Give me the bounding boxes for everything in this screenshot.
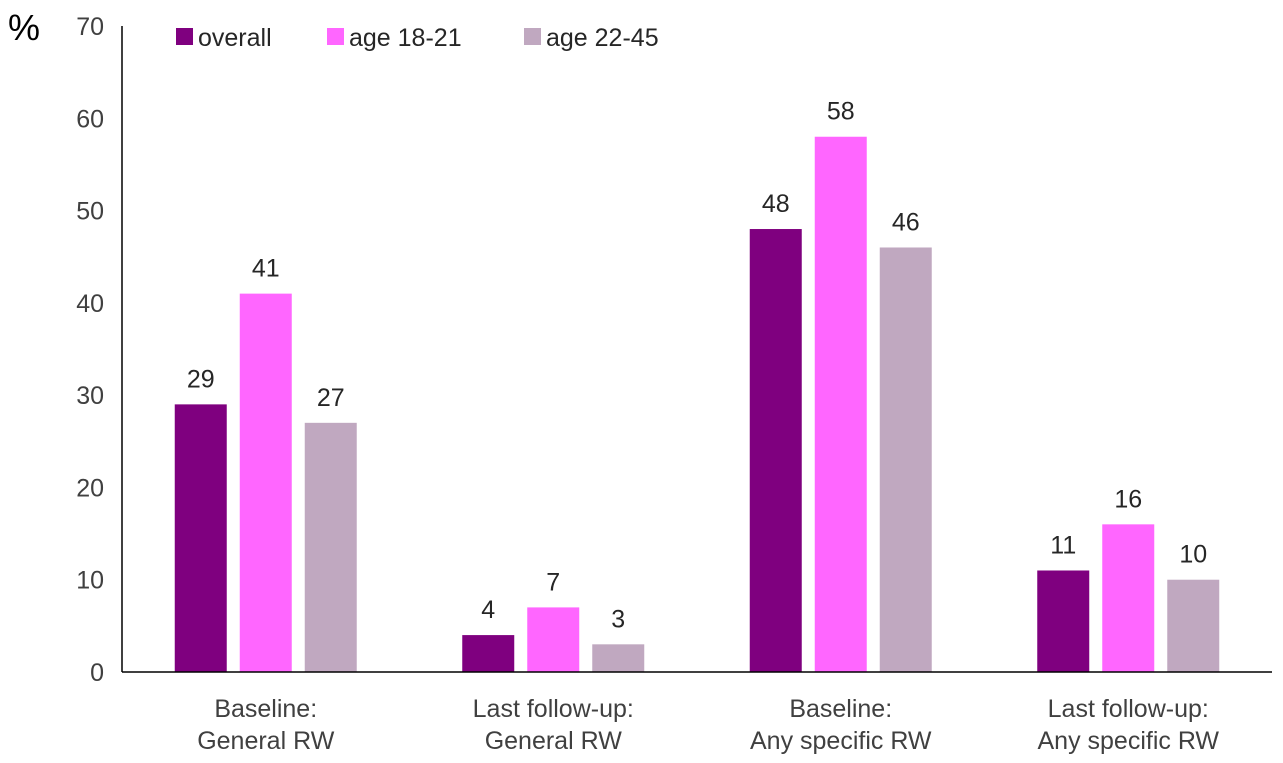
y-tick-label: 50 [76,198,104,226]
bar-age-18-21-0 [239,293,292,672]
legend-swatch [327,28,344,45]
legend-swatch [524,28,541,45]
bar-overall-2 [749,229,802,672]
data-label: 41 [252,255,280,283]
data-label: 10 [1179,541,1207,569]
x-axis-categories: Baseline: General RW Last follow-up: Genera… [197,695,1219,755]
legend-label: overall [198,24,272,52]
data-label: 11 [1050,531,1076,559]
category-label: General RW [197,727,334,755]
y-tick-label: 0 [90,659,104,687]
data-label: 16 [1114,485,1142,513]
y-unit-label: % [8,7,40,48]
category-label: Baseline: [789,695,892,723]
bar-age-18-21-1 [527,607,580,672]
data-label: 46 [892,208,920,236]
category-label: Baseline: [214,695,317,723]
category-label: Last follow-up: [1048,695,1209,723]
y-tick-label: 70 [76,13,104,41]
bar-age-18-21-3 [1102,524,1155,672]
y-tick-label: 60 [76,105,104,133]
y-tick-label: 20 [76,474,104,502]
data-label: 58 [827,98,855,126]
bars [174,136,1220,672]
bar-overall-0 [174,404,227,672]
bar-age-22-45-3 [1167,579,1220,672]
bar-overall-3 [1037,570,1090,672]
data-label: 27 [317,384,345,412]
data-labels: 29 41 27 4 7 3 48 58 46 11 16 10 [187,98,1207,634]
legend: overall age 18-21 age 22-45 [176,24,659,52]
category-label: Any specific RW [750,727,932,755]
category-label: General RW [485,727,622,755]
bar-age-22-45-0 [304,422,357,672]
bar-age-18-21-2 [814,136,867,672]
data-label: 48 [762,190,790,218]
y-tick-label: 30 [76,382,104,410]
y-tick-label: 10 [76,567,104,595]
bar-age-22-45-1 [592,644,645,672]
legend-label: age 18-21 [349,24,462,52]
y-axis-ticks: 0 10 20 30 40 50 60 70 [76,13,104,687]
bar-overall-1 [462,635,515,672]
data-label: 3 [611,605,625,633]
y-tick-label: 40 [76,290,104,318]
legend-label: age 22-45 [546,24,659,52]
legend-swatch [176,28,193,45]
data-label: 7 [546,568,560,596]
data-label: 4 [481,596,495,624]
bar-age-22-45-2 [879,247,932,672]
data-label: 29 [187,365,215,393]
category-label: Any specific RW [1037,727,1219,755]
category-label: Last follow-up: [473,695,634,723]
